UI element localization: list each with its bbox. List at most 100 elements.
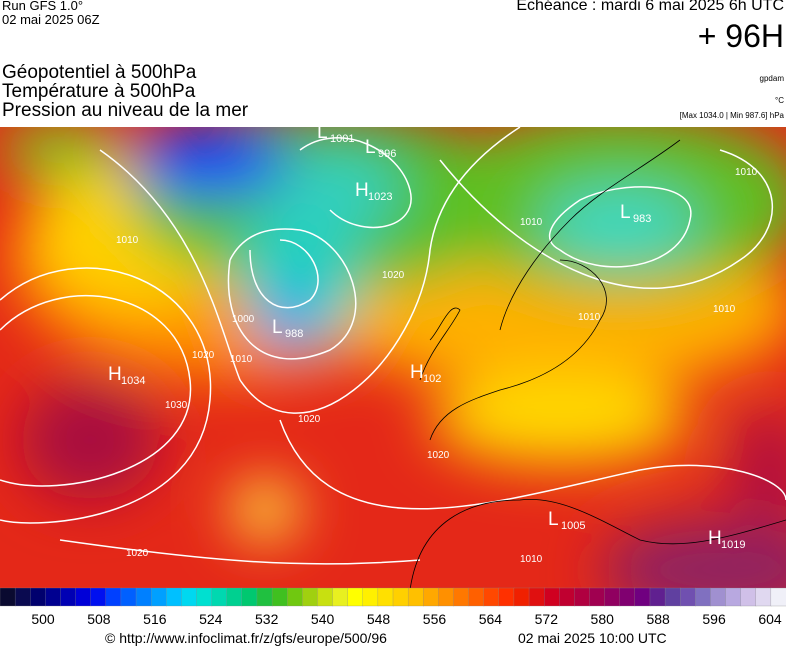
colorbar-swatch (0, 587, 16, 607)
colorbar-tick-label: 540 (311, 611, 335, 627)
colorbar-swatch (755, 587, 772, 607)
colorbar-swatch (544, 587, 560, 607)
colorbar-swatch (407, 587, 424, 607)
run: Run GFS 1.0° (2, 0, 84, 13)
colorbar-swatch (211, 587, 228, 607)
center-type: H (108, 364, 122, 385)
colorbar-swatch (574, 587, 591, 607)
center-value: 988 (285, 328, 303, 340)
center-value: 102 (423, 373, 441, 385)
colorbar-swatch (513, 587, 530, 607)
colorbar-swatch (604, 587, 621, 607)
colorbar-swatch (589, 587, 606, 607)
colorbar-swatch (317, 587, 334, 607)
isobar-label: 1010 (520, 554, 543, 565)
colorbar-swatch (377, 587, 394, 607)
colorbar-swatch (664, 587, 681, 607)
center-type: H (708, 528, 722, 549)
colorbar-swatch (438, 587, 455, 607)
colorbar-swatch (680, 587, 696, 607)
colorbar-tick-label: 548 (367, 611, 391, 627)
pressure-center: H 1019 (708, 528, 745, 551)
pressure-center: H 1023 (355, 180, 392, 203)
colorbar-tick-label: 532 (255, 611, 279, 627)
center-type: L (365, 137, 376, 158)
colorbar-swatch (226, 587, 243, 607)
colorbar-swatch (740, 587, 757, 607)
colorbar-swatch (362, 587, 379, 607)
colorbar-swatch (634, 587, 651, 607)
colorbar-swatch (559, 587, 576, 607)
pressure-center: H 102 (410, 362, 441, 385)
colorbar-swatch (105, 587, 122, 607)
colorbar-swatch (619, 587, 636, 607)
pressure-center: L 983 (620, 202, 651, 225)
isobar-label: 1020 (382, 270, 405, 281)
colorbar-swatch (181, 587, 198, 607)
run-date: 02 mai 2025 06Z (2, 12, 100, 27)
colorbar-tick-label: 588 (646, 611, 670, 627)
colorbar-swatch (287, 587, 303, 607)
colorbar-swatch (75, 587, 92, 607)
center-type: H (410, 362, 424, 383)
colorbar-swatch (196, 587, 213, 607)
pressure-center: L 1001 (317, 122, 354, 145)
colorbar-swatch (483, 587, 500, 607)
center-value: 1019 (721, 539, 745, 551)
colorbar-swatch (60, 587, 77, 607)
colorbar-tick-label: 508 (87, 611, 111, 627)
colorbar-tick-label: 500 (31, 611, 55, 627)
colorbar-swatch (14, 587, 31, 607)
colorbar-swatch (423, 587, 439, 607)
colorbar-tick-label: 572 (535, 611, 559, 627)
isobars (0, 127, 786, 565)
center-value: 983 (633, 213, 651, 225)
center-type: H (355, 180, 369, 201)
colorbar-swatch (347, 587, 364, 607)
colorbar-swatch (302, 587, 319, 607)
center-value: 1005 (561, 520, 585, 532)
center-value: 1001 (330, 133, 354, 145)
center-type: L (548, 509, 559, 530)
pressure-center: L 1005 (548, 509, 585, 532)
field: Pression au niveau de la mer (2, 100, 249, 121)
colorbar-swatch (649, 587, 666, 607)
colorbar-tick-label: 524 (199, 611, 223, 627)
center-value: 996 (378, 148, 396, 160)
isobar-label: 1010 (578, 312, 601, 323)
colorbar-swatch (453, 587, 470, 607)
colorbar-swatch (151, 587, 167, 607)
pressure-center: H 1034 (108, 364, 145, 387)
coastlines (409, 139, 786, 588)
colorbar-swatch (332, 587, 349, 607)
unit: °C (775, 96, 784, 105)
field: Géopotentiel à 500hPa (2, 62, 197, 83)
center-type: L (272, 317, 283, 338)
center-type: L (620, 202, 631, 223)
center-type: L (317, 122, 328, 143)
isobar-label: 1010 (713, 304, 736, 315)
colorbar-swatch (90, 587, 107, 607)
colorbar-tick-label: 604 (758, 611, 782, 627)
colorbar-swatch (241, 587, 258, 607)
colorbar-swatch (392, 587, 409, 607)
colorbar-swatch (528, 587, 545, 607)
colorbar-swatch (45, 587, 62, 607)
colorbar-swatch (770, 587, 786, 607)
colorbar-swatch (710, 587, 727, 607)
isobar-label: 1010 (116, 235, 139, 246)
colorbar-swatch (166, 587, 183, 607)
colorbar-tick-label: 564 (479, 611, 503, 627)
unit: [Max 1034.0 | Min 987.6] hPa (679, 111, 784, 120)
field-shading (0, 127, 786, 588)
colorbar-swatch (120, 587, 137, 607)
isobar-label: 1010 (230, 354, 253, 365)
colorbar-tick-label: 556 (423, 611, 447, 627)
unit: gpdam (759, 74, 784, 83)
colorbar-swatch (256, 587, 273, 607)
isobar-label: 1020 (126, 548, 149, 559)
colorbar-swatch (135, 587, 152, 607)
colorbar-tick-label: 516 (143, 611, 167, 627)
